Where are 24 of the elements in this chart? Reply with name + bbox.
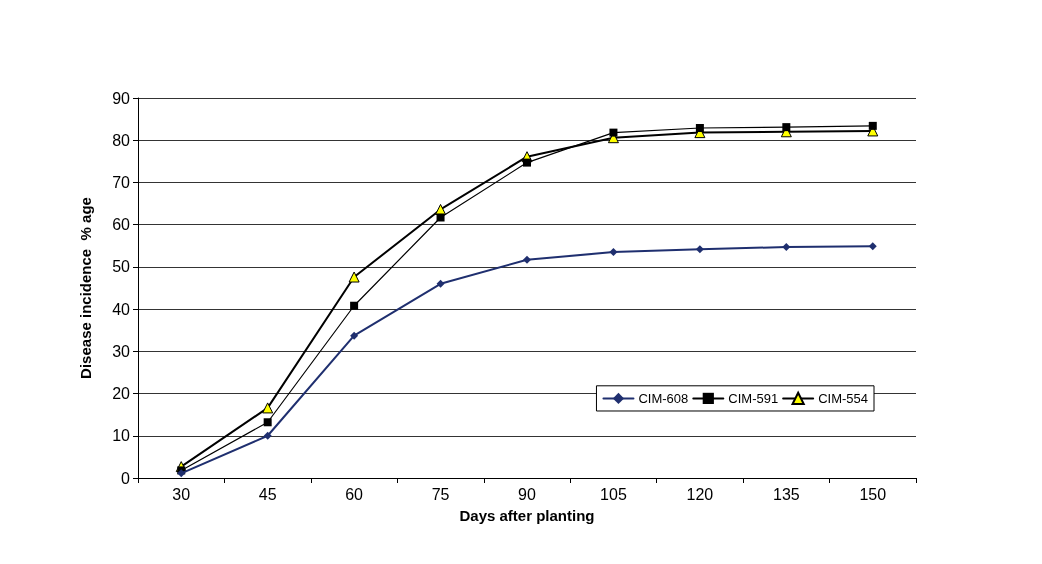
y-tick-label: 10 [112, 427, 131, 445]
x-tick-label: 30 [172, 485, 191, 503]
x-tick-label: 135 [772, 485, 800, 503]
y-tick-label: 50 [112, 258, 131, 276]
x-tick-label: 150 [859, 485, 887, 503]
x-tick-label: 90 [518, 485, 536, 503]
y-tick-label: 20 [112, 385, 131, 403]
y-tick-label: 90 [112, 89, 131, 107]
x-tick-label: 60 [345, 485, 364, 503]
legend-label: CIM-608 [638, 390, 689, 406]
legend-label: CIM-554 [818, 390, 869, 406]
y-axis-title: Disease incidence % age [77, 197, 94, 379]
y-tick-label: 80 [112, 131, 131, 149]
y-tick-label: 60 [112, 216, 131, 234]
x-tick-label: 120 [686, 485, 714, 503]
y-tick-label: 30 [112, 342, 131, 360]
x-tick-label: 75 [431, 485, 450, 503]
legend-label: CIM-591 [728, 390, 779, 406]
y-tick-label: 70 [112, 173, 131, 191]
y-tick-label: 40 [112, 300, 131, 318]
x-axis-title: Days after planting [459, 507, 595, 524]
x-tick-label: 105 [600, 485, 627, 503]
y-tick-label: 0 [121, 469, 131, 487]
x-tick-label: 45 [258, 485, 277, 503]
